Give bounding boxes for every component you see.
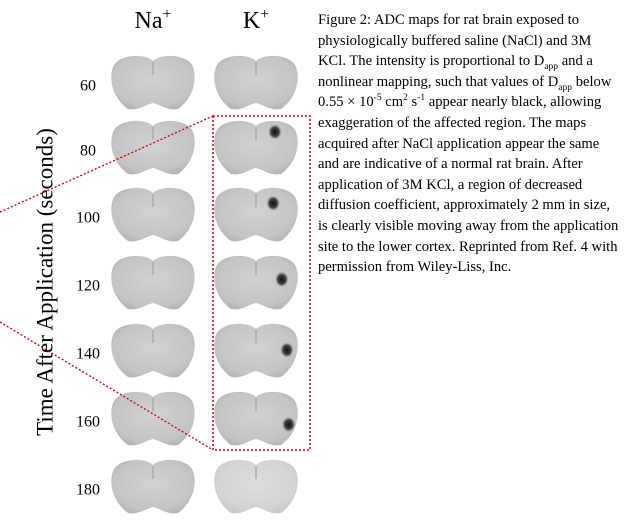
row-label: 180: [76, 482, 100, 499]
caption: Figure 2: ADC maps for rat brain exposed…: [318, 10, 620, 278]
column-header: K+: [243, 6, 269, 34]
caption-text: appear nearly black, allowing exaggerati…: [318, 94, 618, 275]
row-label: 160: [76, 414, 100, 431]
brain-map: [111, 121, 194, 174]
column-header-sup: +: [162, 6, 171, 23]
lesion: [266, 195, 280, 211]
row-label: 100: [76, 210, 100, 227]
brain-map: [111, 392, 194, 445]
figure: Na+ K+ Time After Application (seconds) …: [0, 0, 316, 525]
y-axis-label: Time After Application (seconds): [32, 128, 57, 436]
lesion: [275, 271, 289, 287]
column-header-text: K: [243, 8, 261, 34]
caption-text: s: [408, 94, 417, 110]
brain-map: [214, 256, 297, 309]
brain-map: [214, 324, 297, 377]
row-label: 80: [80, 143, 96, 160]
caption-sup: -1: [417, 94, 425, 104]
caption-text: cm: [382, 94, 403, 110]
brain-map: [111, 256, 194, 309]
row-label: 140: [76, 346, 100, 363]
lesion: [280, 342, 294, 358]
brain-map: [214, 460, 297, 513]
brain-map: [214, 188, 297, 241]
row-label: 60: [80, 78, 96, 95]
brain-map: [214, 121, 297, 174]
caption-sup: -5: [374, 94, 382, 104]
caption-sub: app: [544, 62, 558, 72]
page: {"figure": { "columns": [{"base": "Na", …: [0, 0, 626, 525]
rows: 60 80 100 120 140 160 180: [76, 56, 298, 513]
caption-text: Figure 2: ADC maps for rat brain exposed…: [318, 12, 591, 69]
lesion: [268, 124, 282, 140]
row-label: 120: [76, 278, 100, 295]
brain-map: [111, 56, 194, 109]
column-header-text: Na: [134, 8, 162, 34]
brain-map: [214, 56, 297, 109]
brain-map: [111, 460, 194, 513]
brain-map: [111, 188, 194, 241]
column-header-sup: +: [260, 6, 269, 23]
brain-map: [111, 324, 194, 377]
caption-sub: app: [558, 83, 572, 93]
lesion: [282, 416, 296, 432]
column-header: Na+: [134, 6, 171, 34]
brain-map: [214, 392, 297, 445]
